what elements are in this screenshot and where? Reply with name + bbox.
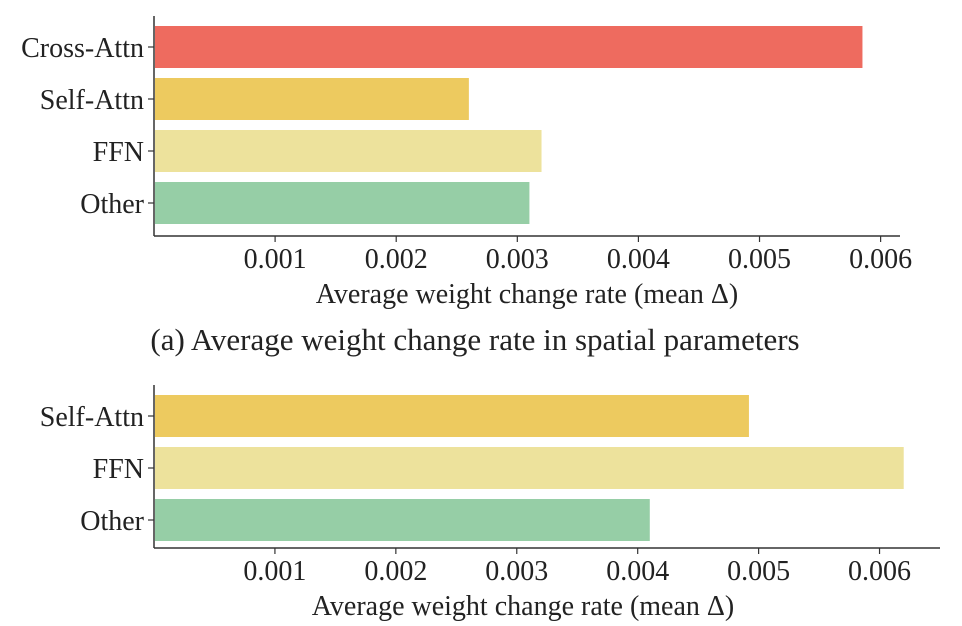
category-label-ffn: FFN — [93, 137, 144, 168]
x-tick-label: 0.005 — [727, 556, 790, 587]
category-label-other: Other — [80, 506, 144, 537]
category-labels: Self-Attn FFN Other — [40, 402, 154, 537]
category-label-other: Other — [80, 189, 144, 220]
category-label-cross-attn: Cross-Attn — [21, 33, 144, 64]
bar-self-attn — [155, 78, 469, 120]
x-tick-label: 0.001 — [244, 244, 307, 275]
chart-caption: (a) Average weight change rate in spatia… — [150, 322, 799, 357]
x-axis-title: Average weight change rate (mean Δ) — [312, 591, 735, 622]
bar-ffn — [155, 447, 904, 489]
x-tick-label: 0.004 — [607, 244, 670, 275]
x-tick-label: 0.006 — [848, 556, 911, 587]
x-tick-label: 0.001 — [243, 556, 306, 587]
bar-ffn — [155, 130, 542, 172]
category-label-self-attn: Self-Attn — [40, 85, 144, 116]
x-tick-label: 0.003 — [485, 556, 548, 587]
x-ticks: 0.001 0.002 0.003 0.004 0.005 0.006 — [244, 236, 912, 275]
bar-cross-attn — [155, 26, 863, 68]
category-labels: Cross-Attn Self-Attn FFN Other — [21, 33, 154, 220]
x-tick-label: 0.002 — [364, 556, 427, 587]
bar-self-attn — [155, 395, 749, 437]
x-tick-label: 0.003 — [486, 244, 549, 275]
category-label-self-attn: Self-Attn — [40, 402, 144, 433]
x-tick-label: 0.005 — [728, 244, 791, 275]
category-label-ffn: FFN — [93, 454, 144, 485]
x-tick-label: 0.006 — [849, 244, 912, 275]
x-tick-label: 0.002 — [365, 244, 428, 275]
bar-other — [155, 499, 650, 541]
bar-group — [155, 395, 904, 541]
bar-other — [155, 182, 530, 224]
bar-group — [155, 26, 863, 224]
x-tick-label: 0.004 — [606, 556, 669, 587]
x-axis-title: Average weight change rate (mean Δ) — [316, 279, 739, 310]
x-ticks: 0.001 0.002 0.003 0.004 0.005 0.006 — [243, 548, 911, 587]
